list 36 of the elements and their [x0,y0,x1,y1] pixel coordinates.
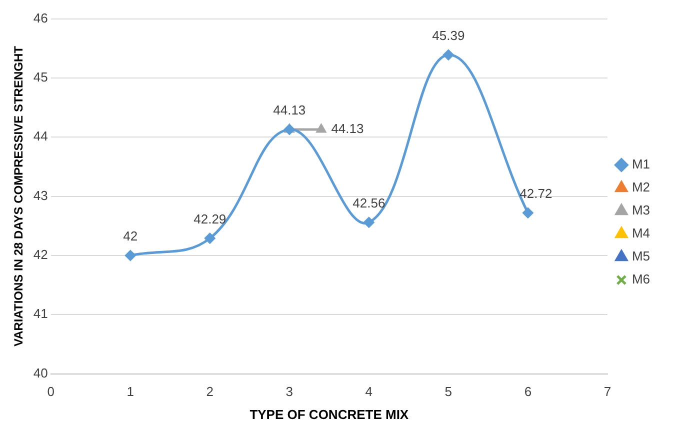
legend-label: M2 [632,180,650,195]
legend-label: M6 [632,272,650,287]
data-label: 42.29 [194,211,226,226]
point [125,250,136,261]
y-tick-label: 42 [33,247,48,262]
x-tick-label: 0 [47,384,54,400]
x-tick-label: 3 [286,384,294,400]
x-tick-label: 6 [524,384,532,400]
y-axis-title: VARIATIONS IN 28 DAYS COMPRESSIVE STRENGHT [12,45,26,347]
x-tick-label: 2 [206,384,214,400]
data-label: 42.72 [520,186,552,201]
x-tick-label: 5 [444,384,452,400]
x-tick-label: 7 [604,384,612,400]
legend-label: M3 [632,202,650,218]
data-label: 44.13 [273,102,306,118]
legend-label: M5 [632,248,650,264]
data-label: 44.13 [331,121,364,136]
x-tick-label: 4 [365,384,373,400]
data-label: 45.39 [432,28,465,43]
point [316,124,326,133]
y-tick-label: 43 [33,188,48,203]
y-tick-label: 40 [33,365,48,380]
point [443,50,454,60]
x-tick-label: 1 [126,384,134,400]
data-label: 42.56 [352,195,386,210]
point [204,233,216,244]
point [364,217,374,228]
legend-label: M1 [632,156,650,172]
y-tick-label: 45 [33,70,48,85]
y-tick-label: 46 [33,10,48,26]
data-label: 42 [123,228,138,244]
legend-label: M4 [632,226,650,241]
y-tick-label: 44 [33,128,48,144]
y-tick-label: 41 [33,306,48,322]
point [522,208,534,218]
x-axis-title: TYPE OF CONCRETE MIX [250,406,409,422]
